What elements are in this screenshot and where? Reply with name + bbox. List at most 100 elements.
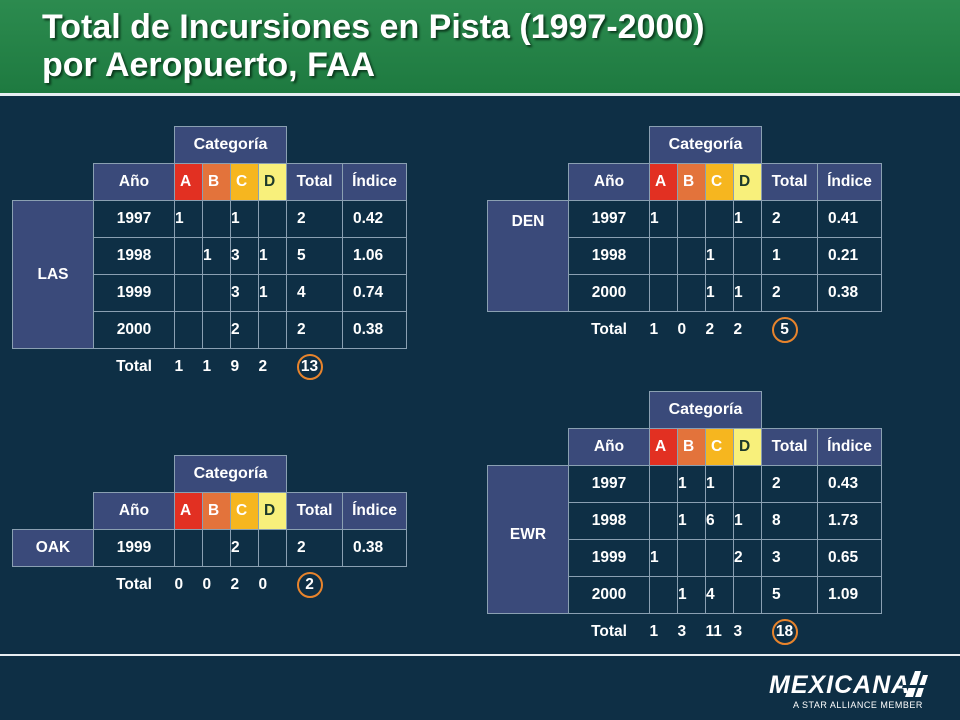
total-label: Total — [116, 576, 152, 593]
ewr-table: Categoría Año A B C D Total Índice EWR 1… — [487, 391, 882, 650]
page-title: Total de Incursiones en Pista (1997-2000… — [42, 8, 705, 84]
category-header: Categoría — [649, 126, 762, 164]
cell-c: 2 — [230, 529, 259, 567]
cell-a — [649, 237, 678, 275]
category-c-header: C — [705, 163, 734, 201]
cell-b — [677, 539, 706, 577]
table-row: LAS 1997 1 1 2 0.42 — [12, 200, 407, 349]
table-row: 2000 1 4 5 1.09 — [488, 576, 882, 614]
cell-a: 1 — [174, 200, 203, 238]
category-a-header: A — [649, 163, 678, 201]
cell-index: 0.42 — [342, 200, 407, 238]
footer-divider — [0, 654, 960, 656]
las-table: Categoría Año A B C D Total Índice LAS 1… — [12, 126, 407, 385]
cell-index: 0.38 — [342, 529, 407, 567]
cell-index: 0.38 — [817, 274, 882, 312]
cell-d: 1 — [733, 274, 762, 312]
airline-mark-icon — [902, 671, 929, 697]
cell-total: 4 — [286, 274, 343, 312]
total-d: 3 — [733, 623, 743, 640]
cell-b — [677, 274, 706, 312]
airport-label: LAS — [12, 200, 94, 349]
table-row: 1998 1 3 1 5 1.06 — [13, 237, 407, 275]
oak-table: Categoría Año A B C D Total Índice OAK 1… — [12, 455, 407, 603]
cell-c: 1 — [230, 200, 259, 238]
cell-c: 1 — [705, 274, 734, 312]
cell-index: 1.06 — [342, 237, 407, 275]
year-cell: 1998 — [568, 502, 650, 540]
table-row: DEN 1997 1 1 2 0.41 — [487, 200, 882, 312]
category-b-header: B — [677, 428, 706, 466]
table-row: OAK 1999 2 2 0.38 — [12, 529, 407, 567]
airport-label: DEN — [487, 200, 569, 312]
total-c: 2 — [705, 321, 715, 338]
total-label: Total — [591, 321, 627, 338]
year-cell: 1999 — [568, 539, 650, 577]
grand-total-circle: 18 — [771, 619, 798, 645]
category-c-header: C — [705, 428, 734, 466]
cell-d: 1 — [733, 200, 762, 238]
cell-d — [258, 311, 287, 349]
cell-d: 1 — [258, 274, 287, 312]
cell-d: 1 — [733, 502, 762, 540]
cell-b — [677, 237, 706, 275]
totals-row: Total 1 1 9 2 13 — [13, 349, 407, 386]
cell-b — [677, 200, 706, 238]
year-header: Año — [93, 163, 175, 201]
category-d-header: D — [258, 163, 287, 201]
category-c-header: C — [230, 163, 259, 201]
cell-b: 1 — [677, 502, 706, 540]
year-cell: 1997 — [93, 200, 175, 238]
totals-row: Total 1 3 11 3 18 — [488, 614, 882, 651]
cell-index: 0.41 — [817, 200, 882, 238]
cell-total: 5 — [286, 237, 343, 275]
total-header: Total — [761, 163, 818, 201]
title-line-2: por Aeropuerto, FAA — [42, 46, 376, 84]
cell-a — [174, 311, 203, 349]
totals-row: Total 0 0 2 0 2 — [13, 567, 407, 604]
cell-b — [202, 200, 231, 238]
mexicana-logo: MEXICANA A STAR ALLIANCE MEMBER — [765, 665, 935, 715]
total-c: 2 — [230, 576, 240, 593]
cell-index: 1.09 — [817, 576, 882, 614]
cell-total: 2 — [286, 529, 343, 567]
total-b: 1 — [202, 358, 212, 375]
cell-c: 2 — [230, 311, 259, 349]
total-label: Total — [591, 623, 627, 640]
year-cell: 1998 — [568, 237, 650, 275]
cell-c — [705, 200, 734, 238]
category-b-header: B — [202, 163, 231, 201]
cell-a: 1 — [649, 200, 678, 238]
cell-b: 1 — [202, 237, 231, 275]
cell-total: 5 — [761, 576, 818, 614]
cell-index: 0.65 — [817, 539, 882, 577]
cell-d — [258, 529, 287, 567]
cell-a — [174, 237, 203, 275]
category-d-header: D — [258, 492, 287, 530]
cell-c: 3 — [230, 274, 259, 312]
cell-total: 1 — [761, 237, 818, 275]
total-a: 0 — [174, 576, 184, 593]
cell-d: 1 — [258, 237, 287, 275]
category-header: Categoría — [649, 391, 762, 429]
den-table: Categoría Año A B C D Total Índice DEN 1… — [487, 126, 882, 348]
year-cell: 2000 — [568, 274, 650, 312]
total-b: 0 — [677, 321, 687, 338]
total-b: 0 — [202, 576, 212, 593]
table-row: 1998 1 6 1 8 1.73 — [488, 502, 882, 540]
cell-c: 6 — [705, 502, 734, 540]
category-header: Categoría — [174, 126, 287, 164]
category-a-header: A — [174, 492, 203, 530]
cell-total: 3 — [761, 539, 818, 577]
cell-index: 0.38 — [342, 311, 407, 349]
cell-d — [733, 576, 762, 614]
year-header: Año — [568, 163, 650, 201]
cell-total: 2 — [286, 311, 343, 349]
table-row: 1999 3 1 4 0.74 — [13, 274, 407, 312]
year-cell: 1999 — [93, 274, 175, 312]
airport-label: OAK — [12, 529, 94, 567]
logo-wordmark: MEXICANA — [769, 671, 911, 699]
cell-a — [649, 502, 678, 540]
cell-total: 2 — [761, 274, 818, 312]
index-header: Índice — [342, 492, 407, 530]
